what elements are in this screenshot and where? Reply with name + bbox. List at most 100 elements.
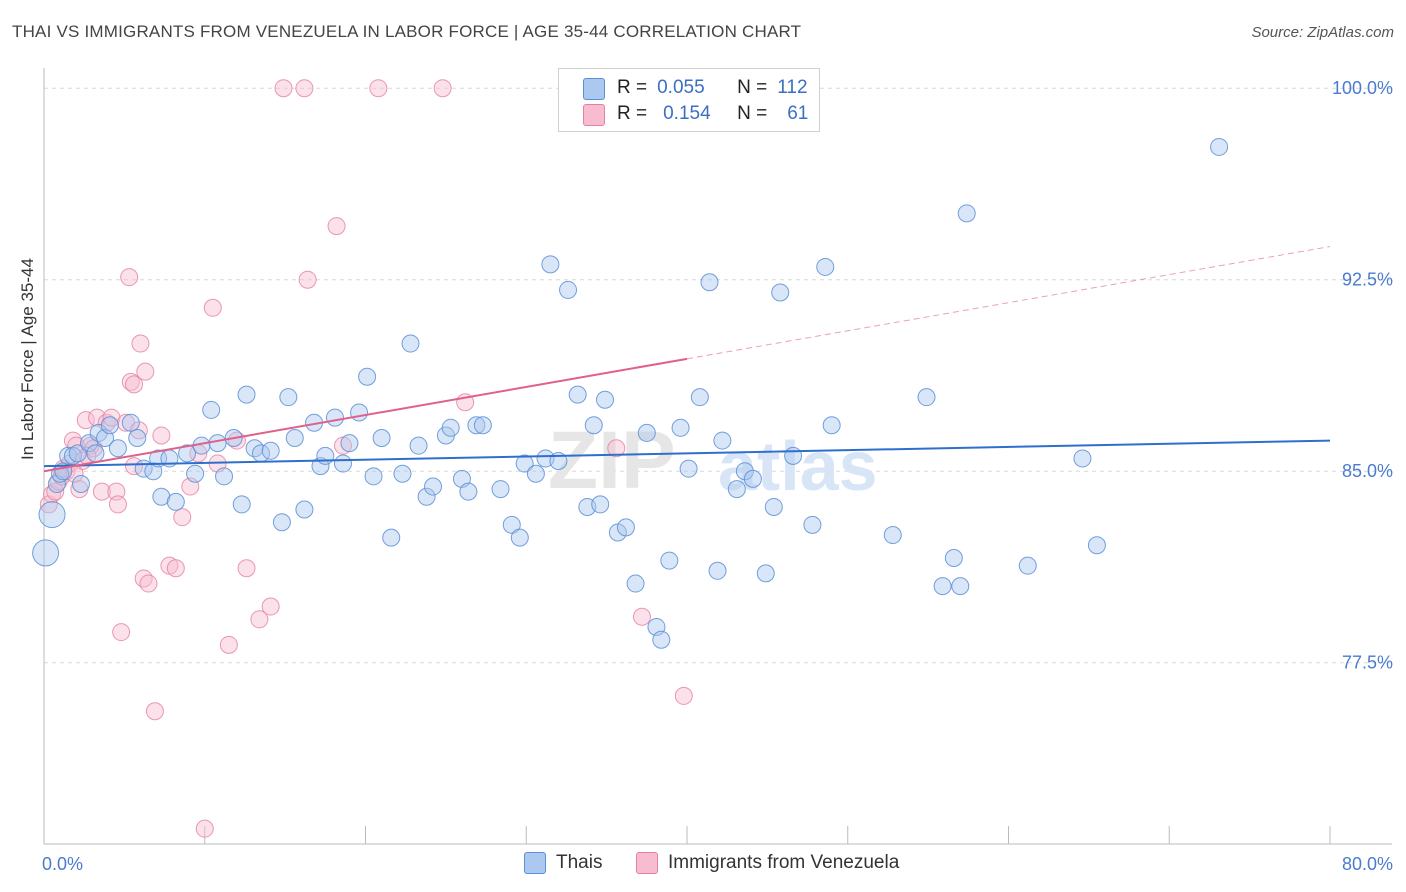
thais-point bbox=[883, 526, 902, 545]
thais-point bbox=[459, 482, 478, 501]
thais-point bbox=[417, 487, 436, 506]
venezuela-trend-extension bbox=[686, 246, 1331, 360]
thais-point bbox=[202, 400, 221, 419]
thais-point bbox=[917, 388, 936, 407]
source-label: Source: ZipAtlas.com bbox=[1251, 24, 1394, 41]
thais-point bbox=[690, 388, 709, 407]
venezuela-point bbox=[139, 574, 158, 593]
legend-r-value: 0.154 bbox=[663, 103, 711, 124]
thais-point bbox=[121, 413, 140, 432]
thais-point bbox=[215, 467, 234, 486]
thais-point bbox=[340, 434, 359, 453]
venezuela-point bbox=[92, 482, 111, 501]
y-tick-label: 92.5% bbox=[1342, 270, 1393, 290]
venezuela-point bbox=[152, 426, 171, 445]
thais-point bbox=[803, 515, 822, 534]
thais-point bbox=[568, 385, 587, 404]
thais-point bbox=[232, 495, 251, 514]
thais-point bbox=[166, 492, 185, 511]
venezuela-point bbox=[136, 362, 155, 381]
thais-point bbox=[467, 416, 486, 435]
legend-swatch-thais bbox=[583, 78, 605, 100]
thais-point bbox=[1087, 536, 1106, 555]
legend-row-venezuela: R = 0.154 N = 61 bbox=[617, 101, 808, 127]
thais-point bbox=[541, 255, 560, 274]
legend-n-value: 61 bbox=[787, 103, 809, 124]
venezuela-point bbox=[125, 375, 144, 394]
bottom-legend-label-venezuela: Immigrants from Venezuela bbox=[668, 852, 900, 873]
legend-row-thais: R = 0.055 N = 112 bbox=[617, 75, 808, 101]
venezuela-point bbox=[203, 298, 222, 317]
thais-point bbox=[671, 418, 690, 437]
legend-r-label: R = bbox=[617, 77, 648, 98]
venezuela-point bbox=[250, 610, 269, 629]
venezuela-point bbox=[261, 597, 280, 616]
thais-point bbox=[933, 577, 952, 596]
thais-point bbox=[38, 501, 66, 529]
venezuela-point bbox=[121, 372, 140, 391]
legend-n-label: N = bbox=[737, 77, 768, 98]
legend-n-value: 112 bbox=[777, 77, 808, 98]
thais-point bbox=[1018, 556, 1037, 575]
thais-point bbox=[559, 280, 578, 299]
thais-point bbox=[441, 418, 460, 437]
thais-point bbox=[515, 454, 534, 473]
thais-point bbox=[32, 539, 60, 567]
thais-point bbox=[279, 388, 298, 407]
thais-point bbox=[272, 513, 291, 532]
venezuela-point bbox=[237, 559, 256, 578]
venezuela-point bbox=[145, 702, 164, 721]
thais-point bbox=[491, 480, 510, 499]
venezuela-point bbox=[134, 569, 153, 588]
thais-point bbox=[261, 441, 280, 460]
thais-point bbox=[526, 464, 545, 483]
watermark-zip: ZIP bbox=[548, 415, 676, 506]
thais-point bbox=[951, 577, 970, 596]
legend-box: R = 0.055 N = 112 R = 0.154 N = 61 bbox=[558, 68, 820, 132]
thais-point bbox=[756, 564, 775, 583]
x-tick-label-max: 80.0% bbox=[1342, 854, 1393, 874]
venezuela-point bbox=[327, 217, 346, 236]
thais-point bbox=[393, 464, 412, 483]
venezuela-point bbox=[632, 607, 651, 626]
thais-point bbox=[237, 385, 256, 404]
thais-point bbox=[311, 457, 330, 476]
legend-r-value: 0.055 bbox=[657, 77, 705, 98]
thais-point bbox=[372, 429, 391, 448]
venezuela-point bbox=[131, 334, 150, 353]
thais-point bbox=[86, 444, 105, 463]
thais-point bbox=[652, 630, 671, 649]
thais-point bbox=[152, 487, 171, 506]
bottom-legend-thais: Thais bbox=[524, 852, 602, 874]
axes bbox=[43, 68, 1392, 845]
thais-point bbox=[63, 446, 82, 465]
thais-trend-line bbox=[43, 439, 1331, 468]
legend-n-label: N = bbox=[737, 103, 768, 124]
venezuela-point bbox=[274, 79, 293, 98]
thais-point bbox=[957, 204, 976, 223]
y-tick-label: 100.0% bbox=[1332, 78, 1393, 98]
thais-point bbox=[502, 515, 521, 534]
tick-labels: 77.5% 85.0% 92.5% 100.0% 0.0% 80.0% bbox=[42, 78, 1393, 874]
venezuela-point bbox=[108, 495, 127, 514]
venezuela-point bbox=[369, 79, 388, 98]
venezuela-point bbox=[46, 482, 65, 501]
thais-point bbox=[727, 480, 746, 499]
chart-title: THAI VS IMMIGRANTS FROM VENEZUELA IN LAB… bbox=[12, 22, 802, 41]
thais-point bbox=[295, 500, 314, 519]
thais-point bbox=[350, 403, 369, 422]
y-tick-label: 85.0% bbox=[1342, 461, 1393, 481]
thais-point bbox=[784, 446, 803, 465]
thais-point bbox=[743, 469, 762, 488]
thais-point bbox=[364, 467, 383, 486]
thais-point bbox=[178, 444, 197, 463]
thais-point bbox=[71, 474, 90, 493]
venezuela-point bbox=[433, 79, 452, 98]
bottom-swatch-thais bbox=[524, 852, 546, 874]
thais-point bbox=[333, 454, 352, 473]
thais-point bbox=[473, 416, 492, 435]
venezuela-point bbox=[674, 686, 693, 705]
venezuela-point bbox=[298, 270, 317, 289]
thais-point bbox=[285, 429, 304, 448]
